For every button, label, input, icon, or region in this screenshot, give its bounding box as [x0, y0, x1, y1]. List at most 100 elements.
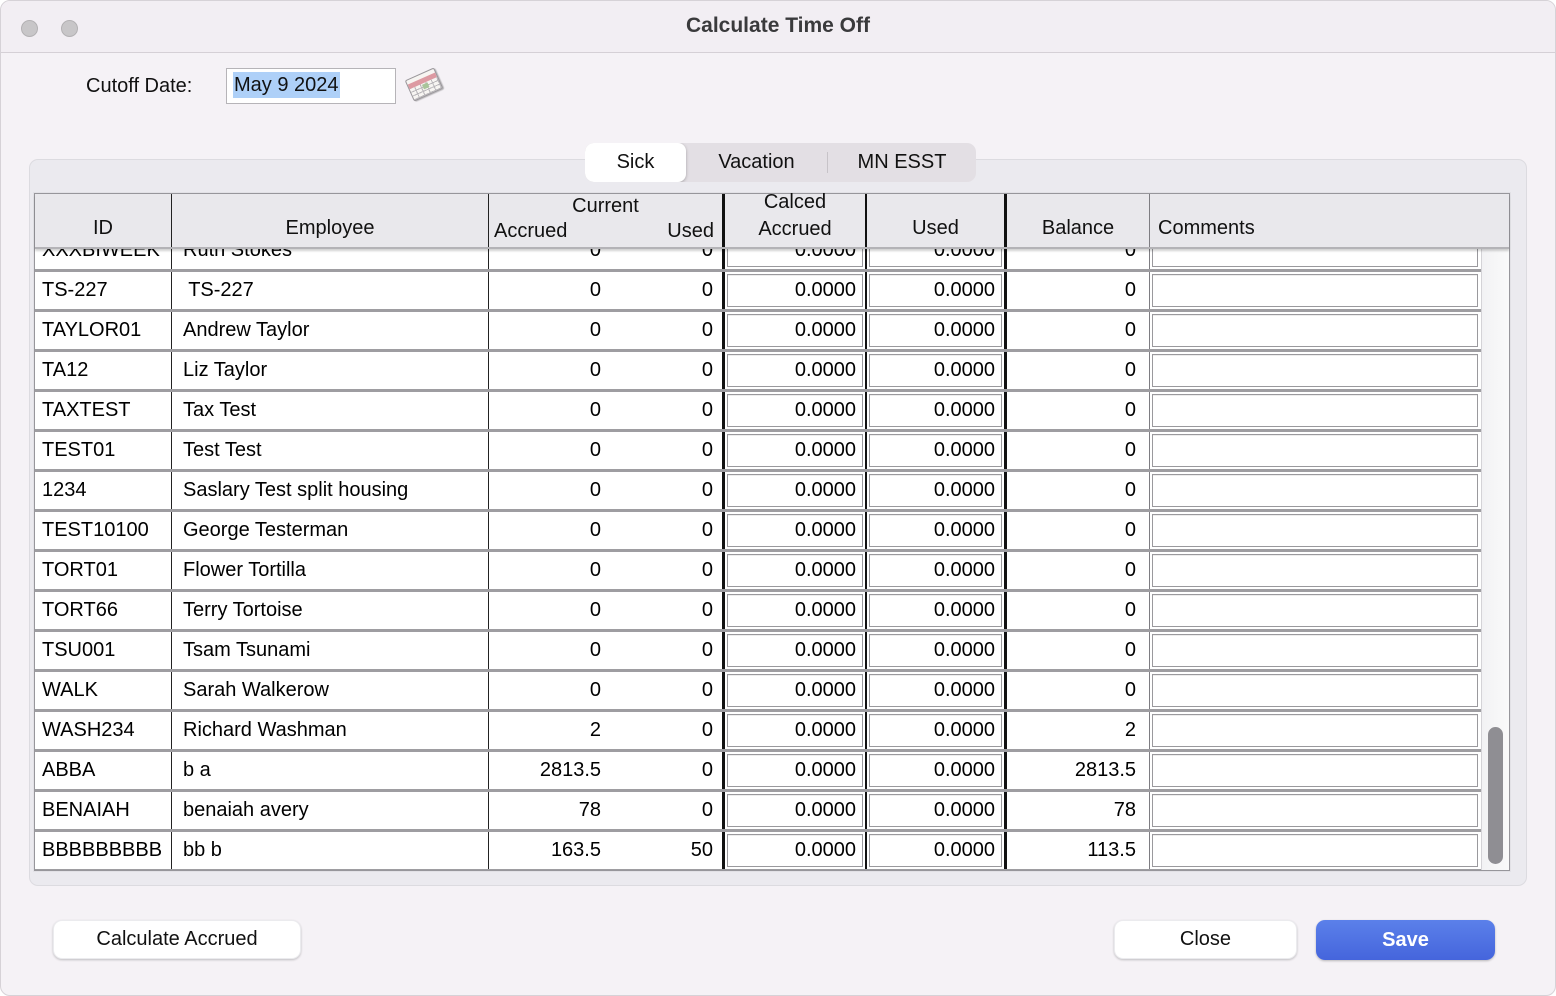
calced-used-field[interactable]: 0.0000	[869, 394, 1002, 427]
table-row[interactable]: TEST01 Test Test 0 0 0.0000 0.0000 0	[35, 432, 1481, 472]
calced-accrued-field[interactable]: 0.0000	[727, 249, 863, 267]
table-row[interactable]: TORT01 Flower Tortilla 0 0 0.0000 0.0000…	[35, 552, 1481, 592]
tab-sick[interactable]: Sick	[585, 143, 686, 182]
calced-used-field[interactable]: 0.0000	[869, 834, 1002, 867]
cell-comments	[1150, 792, 1481, 829]
cell-current-used: 0	[601, 559, 722, 582]
table-row[interactable]: BENAIAH benaiah avery 78 0 0.0000 0.0000…	[35, 792, 1481, 832]
calced-accrued-field[interactable]: 0.0000	[727, 394, 863, 427]
cell-id: WASH234	[35, 712, 172, 749]
calced-accrued-field[interactable]: 0.0000	[727, 354, 863, 387]
calced-accrued-field[interactable]: 0.0000	[727, 514, 863, 547]
cell-current: 0 0	[489, 432, 725, 469]
calced-accrued-field[interactable]: 0.0000	[727, 634, 863, 667]
comments-field[interactable]	[1152, 394, 1478, 427]
calced-used-field[interactable]: 0.0000	[869, 554, 1002, 587]
cell-calced-accrued: 0.0000	[725, 312, 867, 349]
calced-accrued-field[interactable]: 0.0000	[727, 274, 863, 307]
close-button[interactable]: Close	[1114, 920, 1297, 959]
cell-calced-accrued: 0.0000	[725, 632, 867, 669]
calced-accrued-field[interactable]: 0.0000	[727, 434, 863, 467]
cell-employee: bb b	[172, 832, 489, 869]
table-row[interactable]: TEST10100 George Testerman 0 0 0.0000 0.…	[35, 512, 1481, 552]
cell-employee: Saslary Test split housing	[172, 472, 489, 509]
cell-current-accrued: 0	[489, 439, 601, 462]
calced-used-field[interactable]: 0.0000	[869, 514, 1002, 547]
cell-calced-used: 0.0000	[867, 249, 1007, 269]
comments-field[interactable]	[1152, 634, 1478, 667]
calced-used-field[interactable]: 0.0000	[869, 754, 1002, 787]
table-row[interactable]: TORT66 Terry Tortoise 0 0 0.0000 0.0000 …	[35, 592, 1481, 632]
comments-field[interactable]	[1152, 514, 1478, 547]
calced-accrued-field[interactable]: 0.0000	[727, 754, 863, 787]
table-row[interactable]: TAYLOR01 Andrew Taylor 0 0 0.0000 0.0000…	[35, 312, 1481, 352]
calced-accrued-field[interactable]: 0.0000	[727, 474, 863, 507]
comments-field[interactable]	[1152, 594, 1478, 627]
cell-comments	[1150, 672, 1481, 709]
calced-used-field[interactable]: 0.0000	[869, 249, 1002, 267]
cell-current: 0 0	[489, 552, 725, 589]
cell-current-used: 0	[601, 599, 722, 622]
comments-field[interactable]	[1152, 714, 1478, 747]
calced-accrued-field[interactable]: 0.0000	[727, 834, 863, 867]
comments-field[interactable]	[1152, 314, 1478, 347]
calced-used-field[interactable]: 0.0000	[869, 434, 1002, 467]
calced-used-field[interactable]: 0.0000	[869, 314, 1002, 347]
comments-field[interactable]	[1152, 834, 1478, 867]
save-button[interactable]: Save	[1316, 920, 1495, 960]
table-row[interactable]: XXXBIWEEK Ruth Stokes 0 0 0.0000 0.0000 …	[35, 249, 1481, 272]
calced-used-field[interactable]: 0.0000	[869, 274, 1002, 307]
comments-field[interactable]	[1152, 354, 1478, 387]
cell-calced-used: 0.0000	[867, 632, 1007, 669]
calced-used-field[interactable]: 0.0000	[869, 354, 1002, 387]
cell-current-accrued: 0	[489, 399, 601, 422]
comments-field[interactable]	[1152, 274, 1478, 307]
calced-accrued-field[interactable]: 0.0000	[727, 714, 863, 747]
table-row[interactable]: BBBBBBBBB bb b 163.5 50 0.0000 0.0000 11…	[35, 832, 1481, 870]
comments-field[interactable]	[1152, 674, 1478, 707]
comments-field[interactable]	[1152, 474, 1478, 507]
tab-mn-esst[interactable]: MN ESST	[828, 143, 976, 182]
cell-current-accrued: 0	[489, 639, 601, 662]
table-row[interactable]: WASH234 Richard Washman 2 0 0.0000 0.000…	[35, 712, 1481, 752]
calendar-icon[interactable]	[405, 67, 445, 103]
calculate-accrued-button[interactable]: Calculate Accrued	[53, 920, 301, 959]
table-row[interactable]: TAXTEST Tax Test 0 0 0.0000 0.0000 0	[35, 392, 1481, 432]
cell-balance: 0	[1007, 552, 1150, 589]
calced-used-field[interactable]: 0.0000	[869, 794, 1002, 827]
calced-accrued-field[interactable]: 0.0000	[727, 794, 863, 827]
calced-accrued-field[interactable]: 0.0000	[727, 314, 863, 347]
cell-calced-used: 0.0000	[867, 832, 1007, 869]
cell-employee: benaiah avery	[172, 792, 489, 829]
title-bar: Calculate Time Off	[1, 1, 1555, 53]
cell-calced-used: 0.0000	[867, 712, 1007, 749]
cell-balance: 0	[1007, 272, 1150, 309]
cell-current-accrued: 0	[489, 599, 601, 622]
table-row[interactable]: 1234 Saslary Test split housing 0 0 0.00…	[35, 472, 1481, 512]
vertical-scrollbar[interactable]	[1481, 249, 1509, 870]
table-row[interactable]: ABBA b a 2813.5 0 0.0000 0.0000 2813.5	[35, 752, 1481, 792]
comments-field[interactable]	[1152, 249, 1478, 267]
comments-field[interactable]	[1152, 754, 1478, 787]
calced-accrued-field[interactable]: 0.0000	[727, 674, 863, 707]
tab-vacation[interactable]: Vacation	[686, 143, 827, 182]
calced-accrued-field[interactable]: 0.0000	[727, 594, 863, 627]
calced-accrued-field[interactable]: 0.0000	[727, 554, 863, 587]
cell-employee: Terry Tortoise	[172, 592, 489, 629]
comments-field[interactable]	[1152, 434, 1478, 467]
calced-used-field[interactable]: 0.0000	[869, 714, 1002, 747]
calced-used-field[interactable]: 0.0000	[869, 674, 1002, 707]
table-row[interactable]: TS-227 TS-227 0 0 0.0000 0.0000 0	[35, 272, 1481, 312]
comments-field[interactable]	[1152, 554, 1478, 587]
comments-field[interactable]	[1152, 794, 1478, 827]
scrollbar-thumb[interactable]	[1488, 727, 1503, 864]
table-row[interactable]: WALK Sarah Walkerow 0 0 0.0000 0.0000 0	[35, 672, 1481, 712]
cutoff-date-input[interactable]: May 9 2024	[226, 68, 396, 104]
calced-used-field[interactable]: 0.0000	[869, 474, 1002, 507]
cell-id: WALK	[35, 672, 172, 709]
calced-used-field[interactable]: 0.0000	[869, 594, 1002, 627]
table-row[interactable]: TSU001 Tsam Tsunami 0 0 0.0000 0.0000 0	[35, 632, 1481, 672]
header-current-accrued: Accrued	[494, 220, 567, 243]
calced-used-field[interactable]: 0.0000	[869, 634, 1002, 667]
table-row[interactable]: TA12 Liz Taylor 0 0 0.0000 0.0000 0	[35, 352, 1481, 392]
